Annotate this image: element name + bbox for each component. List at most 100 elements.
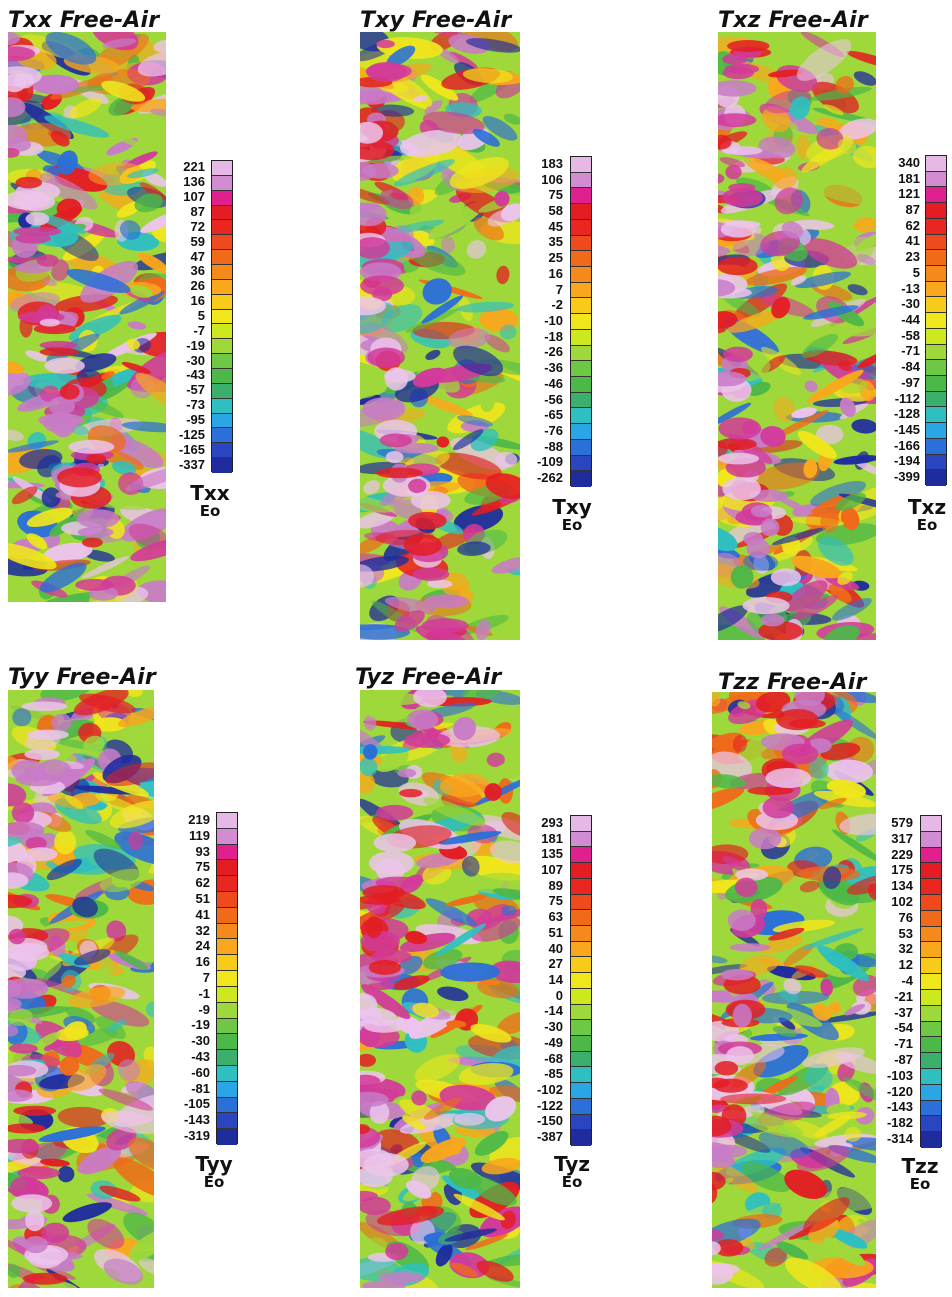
scale-tick-label: 16	[195, 954, 210, 970]
scale-tick-label: 183	[541, 155, 563, 171]
color-scale-cell	[926, 454, 946, 471]
color-scale-cell	[921, 958, 941, 975]
ridge-anomaly	[376, 39, 395, 49]
scale-tick-label: 41	[905, 233, 920, 249]
anomaly-blob	[783, 978, 802, 995]
scale-tick-label: 293	[541, 814, 563, 830]
ridge-anomaly	[781, 743, 819, 765]
anomaly-blob	[799, 892, 833, 908]
ridge-anomaly	[718, 80, 757, 97]
anomaly-blob	[723, 1131, 771, 1153]
scale-tick-label: 27	[548, 956, 563, 972]
scale-tick-label: -337	[178, 456, 205, 472]
anomaly-blob	[758, 136, 796, 159]
anomaly-blob	[413, 95, 428, 103]
anomaly-blob	[743, 553, 779, 571]
anomaly-blob	[360, 772, 375, 794]
anomaly-blob	[837, 138, 857, 154]
color-scale-cell	[571, 1036, 591, 1052]
anomaly-blob	[772, 1026, 797, 1037]
anomaly-blob	[57, 150, 78, 175]
anomaly-blob	[126, 338, 140, 350]
anomaly-blob	[767, 69, 803, 78]
ridge-anomaly	[21, 701, 68, 712]
ridge-anomaly	[8, 73, 27, 93]
anomaly-blob	[8, 1008, 33, 1026]
color-scale-cell	[571, 298, 591, 315]
anomaly-blob	[810, 480, 867, 507]
color-scale-cell	[921, 1116, 941, 1133]
scale-tick-label: -120	[886, 1083, 913, 1099]
color-scale-cell	[921, 1037, 941, 1054]
scale-tick-label: 12	[898, 957, 913, 973]
anomaly-blob	[833, 455, 876, 465]
ridge-anomaly	[17, 1166, 61, 1180]
anomaly-blob	[846, 50, 876, 69]
ridge-anomaly	[8, 978, 49, 999]
anomaly-blob	[114, 950, 149, 971]
ridge-anomaly	[741, 420, 759, 435]
panel-title: Tzz Free-Air	[718, 670, 867, 695]
component-name: Txz	[907, 495, 947, 519]
anomaly-blob	[732, 734, 748, 753]
anomaly-blob	[40, 690, 93, 702]
anomaly-blob	[435, 452, 502, 480]
anomaly-blob	[764, 1247, 787, 1267]
scale-tick-label: -314	[886, 1131, 913, 1147]
color-scale-cell	[926, 156, 946, 172]
ridge-anomaly	[750, 504, 773, 518]
ridge-anomaly	[362, 885, 406, 900]
anomaly-blob	[783, 1119, 828, 1140]
anomaly-blob	[792, 595, 838, 621]
anomaly-blob	[441, 236, 456, 253]
ridge-anomaly	[11, 802, 35, 824]
anomaly-blob	[816, 182, 876, 205]
anomaly-blob	[77, 372, 109, 390]
anomaly-blob	[802, 928, 864, 950]
anomaly-blob	[425, 898, 477, 927]
scale-tick-label: 181	[541, 830, 563, 846]
scale-tick-label: -125	[178, 426, 205, 442]
ridge-anomaly	[8, 894, 33, 909]
anomaly-blob	[758, 935, 804, 954]
anomaly-blob	[770, 409, 829, 440]
anomaly-blob	[758, 1131, 811, 1158]
scale-tick-label: -13	[901, 280, 920, 296]
anomaly-blob	[823, 104, 844, 116]
ridge-anomaly	[379, 433, 412, 448]
anomaly-blob	[461, 856, 480, 877]
anomaly-blob	[846, 873, 876, 895]
ridge-anomaly	[23, 847, 58, 862]
color-scale-cell	[921, 863, 941, 880]
anomaly-blob	[391, 150, 440, 183]
ridge-anomaly	[718, 437, 757, 450]
ridge-anomaly	[363, 1019, 405, 1033]
anomaly-blob	[720, 1093, 787, 1105]
anomaly-blob	[484, 1096, 517, 1122]
shaded-relief-map	[360, 32, 520, 640]
anomaly-blob	[45, 32, 97, 65]
ridge-anomaly	[8, 1138, 40, 1154]
anomaly-blob	[768, 927, 805, 941]
anomaly-blob	[30, 74, 79, 95]
scale-tick-label: -71	[894, 1036, 913, 1052]
color-scale-cell	[926, 376, 946, 392]
color-scale-cell	[212, 398, 232, 414]
color-scale-cell	[926, 266, 946, 282]
anomaly-blob	[453, 345, 504, 377]
color-scale-cell	[921, 847, 941, 864]
anomaly-blob	[485, 1253, 520, 1267]
ridge-anomaly	[727, 40, 770, 52]
shaded-relief-map	[8, 690, 154, 1288]
anomaly-blob	[150, 108, 166, 117]
ridge-anomaly	[36, 254, 59, 267]
color-scale-cell	[571, 361, 591, 377]
ridge-anomaly	[26, 729, 69, 741]
anomaly-blob	[494, 191, 510, 207]
unit-label: Eo	[203, 1173, 225, 1191]
anomaly-blob	[106, 920, 127, 942]
anomaly-blob	[474, 1130, 509, 1156]
anomaly-blob	[41, 487, 61, 508]
panel-title: Txx Free-Air	[8, 8, 160, 33]
anomaly-blob	[134, 193, 163, 213]
